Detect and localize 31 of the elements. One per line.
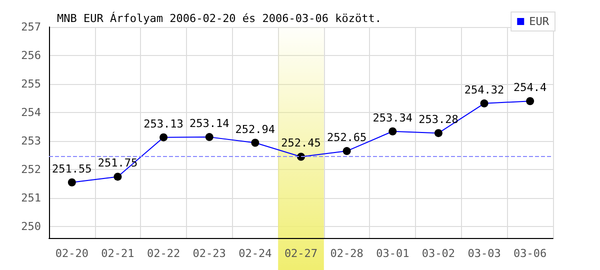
y-tick-label: 255	[21, 78, 41, 91]
x-tick-label: 02-20	[55, 247, 88, 260]
y-tick-label: 253	[21, 134, 41, 148]
data-label: 253.14	[189, 117, 230, 130]
data-label: 254.32	[464, 83, 504, 96]
x-tick-label: 03-06	[514, 247, 547, 260]
data-label: 253.13	[144, 117, 184, 130]
y-tick-label: 257	[21, 20, 41, 34]
y-tick-label: 256	[21, 49, 41, 62]
y-tick-label: 254	[21, 106, 42, 120]
x-tick-label: 03-01	[376, 247, 410, 260]
x-tick-label: 02-27	[284, 247, 318, 260]
x-tick-label: 02-24	[238, 247, 272, 260]
x-tick-label: 03-02	[422, 247, 456, 260]
y-tick-label: 250	[21, 220, 41, 234]
data-label: 251.55	[52, 162, 92, 176]
x-tick-label: 02-28	[330, 247, 364, 260]
data-label: 252.65	[326, 131, 367, 144]
x-tick-label: 02-21	[101, 247, 134, 260]
data-label: 252.45	[281, 136, 321, 150]
chart-title: MNB EUR Árfolyam 2006-02-20 és 2006-03-06 között.	[57, 11, 382, 25]
data-label: 254.4	[514, 81, 548, 94]
y-tick-label: 252	[21, 163, 41, 176]
x-tick-label: 03-03	[468, 247, 501, 260]
data-label: 253.28	[418, 113, 458, 126]
legend-label: EUR	[529, 15, 550, 28]
y-tick-label: 251	[21, 192, 41, 205]
data-label: 253.34	[372, 111, 413, 124]
x-tick-label: 02-22	[146, 247, 180, 260]
x-tick-label: 02-23	[192, 247, 226, 260]
data-label: 252.94	[235, 122, 276, 136]
